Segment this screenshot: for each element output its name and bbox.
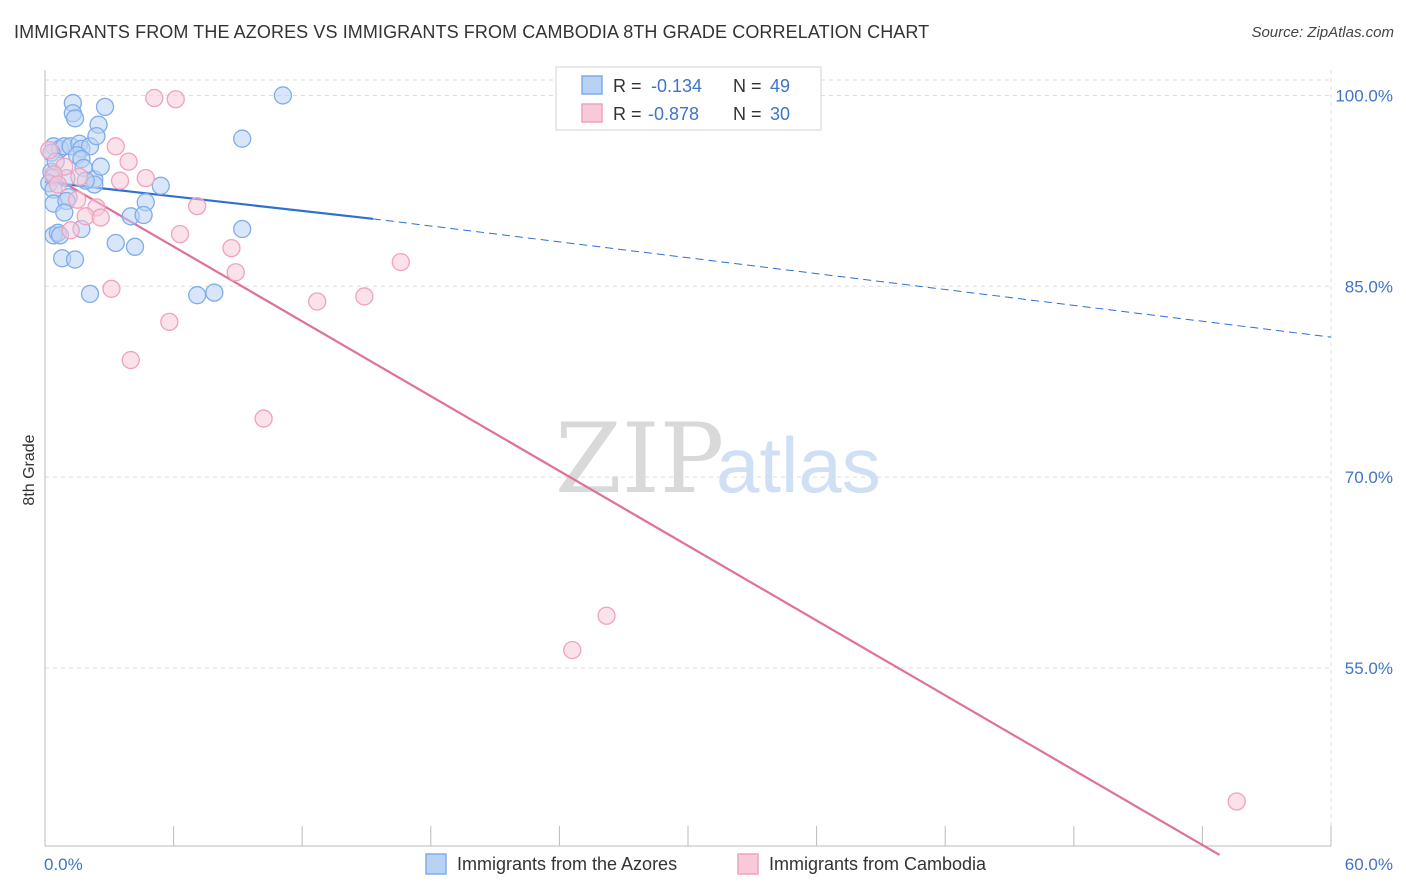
watermark: ZIP atlas — [555, 403, 881, 515]
legend-azores-label: Immigrants from the Azores — [457, 854, 677, 874]
point-cambodia-9 — [136, 168, 155, 188]
point-cambodia-7 — [70, 167, 89, 187]
point-azores-45 — [188, 286, 207, 305]
stats-azores-n-value: 49 — [770, 76, 790, 96]
stats-azores-swatch — [581, 75, 603, 95]
point-azores-43 — [65, 250, 85, 269]
y-axis-label: 8th Grade — [21, 434, 38, 505]
trend-line-azores-extension — [372, 218, 1332, 338]
y-tick-label-2: 85.0% — [1345, 277, 1393, 296]
point-azores-23 — [91, 157, 110, 176]
point-azores-39 — [233, 219, 252, 239]
trend-line-cambodia — [44, 170, 1221, 856]
x-tick-label-max: 60.0% — [1345, 855, 1393, 874]
y-tick-label-3: 100.0% — [1335, 86, 1393, 105]
point-cambodia-13 — [91, 208, 110, 227]
stats-box: R = -0.134 N = 49 R = -0.878 N = 30 — [555, 66, 822, 131]
stats-azores-r-value: -0.134 — [651, 76, 702, 96]
legend-azores-swatch — [425, 853, 447, 875]
stats-cambodia-n-value: 30 — [770, 104, 790, 124]
legend-cambodia-swatch — [737, 853, 759, 875]
point-cambodia-25 — [597, 606, 616, 625]
stats-azores-r-label: R = — [613, 76, 642, 96]
legend: Immigrants from the Azores Immigrants fr… — [425, 853, 987, 875]
point-cambodia-10 — [188, 196, 207, 216]
stats-cambodia-n-label: N = — [733, 104, 762, 124]
y-tick-label-0: 55.0% — [1345, 659, 1393, 678]
point-cambodia-18 — [226, 263, 245, 282]
point-azores-14 — [233, 129, 252, 148]
point-cambodia-24 — [254, 409, 273, 428]
point-cambodia-14 — [61, 221, 80, 240]
point-azores-40 — [106, 233, 125, 253]
point-cambodia-17 — [391, 252, 410, 272]
stats-cambodia-r-label: R = — [613, 104, 642, 124]
point-azores-34 — [134, 205, 153, 225]
point-cambodia-27 — [1227, 792, 1246, 811]
watermark-atlas: atlas — [716, 421, 881, 509]
point-azores-32 — [55, 203, 74, 222]
point-cambodia-8 — [110, 171, 130, 190]
y-tick-label-1: 70.0% — [1345, 468, 1393, 487]
stats-cambodia-swatch — [581, 103, 603, 123]
point-cambodia-16 — [222, 238, 241, 258]
point-cambodia-0 — [145, 88, 164, 108]
axis-layer — [44, 70, 1332, 847]
legend-cambodia-label: Immigrants from Cambodia — [769, 854, 987, 874]
y-tick-labels: 55.0% 70.0% 85.0% 100.0% — [1335, 86, 1393, 677]
point-cambodia-26 — [563, 640, 582, 660]
point-azores-46 — [205, 283, 224, 302]
point-cambodia-2 — [40, 140, 59, 160]
point-cambodia-4 — [119, 152, 138, 171]
point-azores-44 — [80, 284, 100, 304]
point-azores-41 — [125, 237, 145, 256]
points-layer — [40, 86, 1246, 811]
chart-title: IMMIGRANTS FROM THE AZORES VS IMMIGRANTS… — [14, 22, 930, 42]
point-azores-3 — [95, 97, 115, 117]
point-cambodia-19 — [102, 279, 121, 298]
point-cambodia-21 — [355, 287, 374, 306]
point-cambodia-28 — [68, 190, 87, 209]
source-label: Source: ZipAtlas.com — [1251, 24, 1394, 41]
point-cambodia-15 — [170, 224, 190, 244]
point-cambodia-1 — [166, 90, 185, 109]
point-azores-5 — [273, 86, 293, 105]
point-azores-2 — [65, 109, 85, 128]
point-cambodia-22 — [160, 312, 179, 332]
point-cambodia-20 — [308, 292, 327, 311]
point-azores-13 — [87, 127, 106, 146]
watermark-zip: ZIP — [555, 403, 724, 515]
stats-azores-n-label: N = — [733, 76, 762, 96]
point-cambodia-29 — [48, 175, 68, 194]
x-tick-label-min: 0.0% — [44, 855, 83, 874]
point-azores-24 — [151, 176, 170, 195]
point-cambodia-3 — [106, 137, 125, 156]
point-cambodia-23 — [121, 350, 140, 370]
stats-cambodia-r-value: -0.878 — [648, 104, 699, 124]
